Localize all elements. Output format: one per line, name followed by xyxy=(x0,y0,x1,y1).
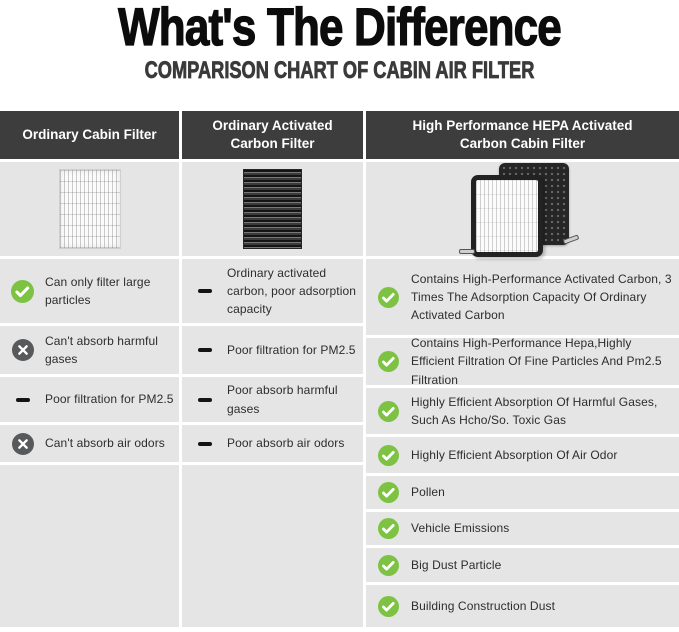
dash-icon xyxy=(193,441,216,446)
feature-text: Poor absorb harmful gases xyxy=(227,383,338,416)
feature-text: Pollen xyxy=(411,485,445,500)
feature-text: Highly Efficient Absorption Of Harmful G… xyxy=(411,394,658,427)
feature-row: Highly Efficient Absorption Of Harmful G… xyxy=(366,388,679,434)
feature-text: Can't absorb harmful gases xyxy=(45,333,159,366)
hepa-combo-filter-image xyxy=(443,162,603,257)
dash-icon xyxy=(193,289,216,293)
feature-text: Poor absorb air odors xyxy=(227,436,345,451)
feature-text: Can only filter large particles xyxy=(45,274,151,307)
feature-row: Highly Efficient Absorption Of Air Odor xyxy=(366,437,679,473)
check-icon xyxy=(377,554,400,576)
feature-row: Contains High-Performance Activated Carb… xyxy=(366,259,679,335)
check-icon xyxy=(377,444,400,466)
empty-cell xyxy=(182,465,363,627)
comparison-table: Ordinary Cabin Filter Can only filter la… xyxy=(0,111,679,627)
feature-row: Poor absorb air odors xyxy=(182,425,363,462)
check-icon xyxy=(377,400,400,422)
carbon-pleated-filter-image xyxy=(243,169,302,249)
hepa-panel-image xyxy=(470,175,543,257)
feature-text: Contains High-Performance Hepa,Highly Ef… xyxy=(411,336,662,387)
white-pleated-filter-image xyxy=(58,169,121,249)
check-icon xyxy=(11,279,34,303)
feature-row: Can't absorb harmful gases xyxy=(0,326,179,374)
dash-icon xyxy=(193,348,216,352)
feature-row: Can't absorb air odors xyxy=(0,425,179,462)
filter-image-cell xyxy=(182,162,363,256)
feature-row: Contains High-Performance Hepa,Highly Ef… xyxy=(366,336,679,387)
column-header: High Performance HEPA Activated Carbon C… xyxy=(366,111,679,159)
feature-row: Can only filter large particles xyxy=(0,259,179,323)
check-icon xyxy=(377,286,400,308)
feature-text: Ordinary activated carbon, poor adsorpti… xyxy=(227,265,357,317)
feature-text: Vehicle Emissions xyxy=(411,521,510,536)
column-hepa-activated-carbon-filter: High Performance HEPA Activated Carbon C… xyxy=(366,111,679,627)
feature-text: Contains High-Performance Activated Carb… xyxy=(411,271,672,323)
page-title: What's The Difference xyxy=(118,0,563,57)
feature-row: Vehicle Emissions xyxy=(366,512,679,545)
page-subtitle: COMPARISON CHART OF CABIN AIR FILTER xyxy=(144,57,535,85)
empty-cell xyxy=(0,465,179,627)
feature-row: Big Dust Particle xyxy=(366,548,679,582)
dash-icon xyxy=(193,397,216,402)
feature-row: Poor filtration for PM2.5 xyxy=(182,326,363,374)
feature-row: Building Construction Dust xyxy=(366,585,679,627)
feature-text: Can't absorb air odors xyxy=(45,436,165,451)
feature-row: Poor absorb harmful gases xyxy=(182,377,363,422)
column-ordinary-activated-carbon-filter: Ordinary Activated Carbon Filter Ordinar… xyxy=(182,111,363,627)
check-icon xyxy=(377,351,400,372)
title-block: What's The Difference COMPARISON CHART O… xyxy=(0,0,679,85)
column-header: Ordinary Cabin Filter xyxy=(0,111,179,159)
check-icon xyxy=(377,482,400,503)
feature-text: Poor filtration for PM2.5 xyxy=(227,342,356,357)
pull-tab xyxy=(458,249,475,254)
feature-text: Big Dust Particle xyxy=(411,557,502,572)
feature-row: Poor filtration for PM2.5 xyxy=(0,377,179,422)
cross-icon xyxy=(11,432,34,455)
feature-row: Pollen xyxy=(366,476,679,509)
column-ordinary-cabin-filter: Ordinary Cabin Filter Can only filter la… xyxy=(0,111,179,627)
feature-text: Highly Efficient Absorption Of Air Odor xyxy=(411,447,618,462)
dash-icon xyxy=(11,397,34,402)
feature-row: Ordinary activated carbon, poor adsorpti… xyxy=(182,259,363,323)
feature-text: Poor filtration for PM2.5 xyxy=(45,392,174,407)
check-icon xyxy=(377,518,400,539)
filter-image-cell xyxy=(366,162,679,257)
column-header: Ordinary Activated Carbon Filter xyxy=(182,111,363,159)
check-icon xyxy=(377,595,400,617)
feature-text: Building Construction Dust xyxy=(411,598,556,613)
cross-icon xyxy=(11,339,34,361)
filter-image-cell xyxy=(0,162,179,256)
